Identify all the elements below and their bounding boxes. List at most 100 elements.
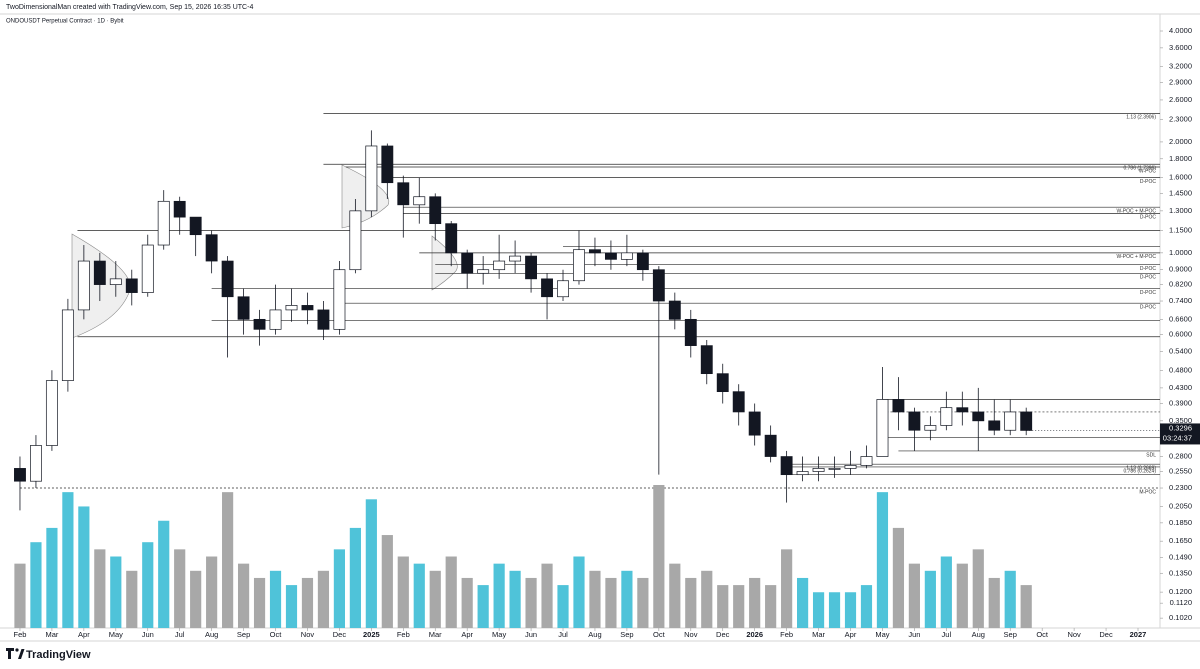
candle-body <box>541 278 553 298</box>
volume-bar <box>110 556 122 628</box>
volume-bar <box>972 549 984 628</box>
volume-bar <box>142 542 154 628</box>
x-tick-label: Mar <box>812 630 825 639</box>
level-label: 0.786 (0.2624) <box>1123 468 1156 474</box>
volume-bar <box>1004 570 1016 628</box>
y-tick-label: 0.7400 <box>1169 296 1192 305</box>
volume-bar <box>924 570 936 628</box>
volume-bar <box>285 585 298 628</box>
candle-body <box>221 260 234 298</box>
candle-body <box>237 296 250 320</box>
level-label: W-POC <box>1139 168 1157 174</box>
candle-body <box>461 252 474 274</box>
candle-body <box>285 305 298 311</box>
x-tick-label: Oct <box>653 630 666 639</box>
candle-body <box>940 407 953 426</box>
candle-body <box>956 407 969 413</box>
level-label: D-POC <box>1140 179 1157 185</box>
y-tick-label: 2.3000 <box>1169 115 1192 124</box>
volume-bar <box>429 570 441 628</box>
volume-bar <box>701 570 713 628</box>
volume-bar <box>62 492 74 628</box>
volume-bar <box>126 570 138 628</box>
x-tick-label: Apr <box>461 630 473 639</box>
x-tick-label: Jun <box>908 630 920 639</box>
candle-body <box>636 252 649 271</box>
x-tick-label: Jul <box>942 630 952 639</box>
x-tick-label: May <box>875 630 889 639</box>
volume-bar <box>988 577 1000 628</box>
candle-body <box>157 200 170 246</box>
candle-body <box>620 252 633 260</box>
x-tick-label: Feb <box>14 630 27 639</box>
y-tick-label: 2.0000 <box>1169 137 1192 146</box>
y-tick-label: 0.3500 <box>1169 416 1192 425</box>
volume-bar <box>892 527 905 628</box>
volume-bar <box>301 577 314 628</box>
candle-body <box>716 373 729 393</box>
candle-body <box>732 391 745 413</box>
volume-bar <box>94 549 106 628</box>
y-tick-label: 0.2550 <box>1169 466 1192 475</box>
credit: TwoDimensionalMan created with TradingVi… <box>6 4 253 11</box>
volume-bar <box>908 563 920 628</box>
x-tick-label: Feb <box>397 630 410 639</box>
volume-bar <box>812 592 825 628</box>
logo-mark <box>6 648 14 659</box>
x-tick-label: Aug <box>205 630 218 639</box>
candle-body <box>30 445 42 482</box>
volume-bar <box>621 570 633 628</box>
candle-body <box>189 216 202 236</box>
candle-body <box>445 223 458 254</box>
y-tick-label: 0.2300 <box>1169 483 1192 492</box>
candle-body <box>700 345 713 375</box>
last-price-label: 0.3296 <box>1169 423 1192 432</box>
candle-body <box>205 234 218 262</box>
volume-bar <box>860 585 873 628</box>
y-tick-label: 0.4800 <box>1169 365 1192 374</box>
x-tick-label: Nov <box>684 630 698 639</box>
candle-body <box>557 280 569 298</box>
level-label: M-POC <box>1139 489 1156 495</box>
x-tick-label: May <box>492 630 506 639</box>
candle-body <box>1004 411 1017 431</box>
x-tick-label: Sep <box>620 630 633 639</box>
candle-body <box>1020 411 1033 431</box>
candle-body <box>333 269 346 330</box>
volume-bar <box>573 556 585 628</box>
volume-bar <box>269 570 282 628</box>
y-tick-label: 0.6600 <box>1169 314 1192 323</box>
y-tick-label: 2.9000 <box>1169 77 1192 86</box>
y-tick-label: 1.3000 <box>1169 206 1192 215</box>
candle-body <box>509 255 522 262</box>
candle-body <box>748 411 761 436</box>
volume-bar <box>669 563 681 628</box>
x-tick-label: Mar <box>429 630 442 639</box>
candle-body <box>125 278 138 293</box>
volume-bar <box>781 549 793 628</box>
volume-bar <box>78 506 90 628</box>
x-tick-label: Sep <box>237 630 250 639</box>
volume-bar <box>844 592 857 628</box>
countdown-label: 03:24:37 <box>1163 433 1192 442</box>
candle-body <box>780 456 793 476</box>
x-tick-label: Nov <box>301 630 315 639</box>
x-tick-label: Dec <box>333 630 347 639</box>
y-tick-label: 0.1850 <box>1169 518 1192 527</box>
y-tick-label: 0.1200 <box>1169 587 1192 596</box>
brand: TradingView <box>26 649 91 661</box>
volume-bar <box>653 485 665 628</box>
volume-bar <box>222 492 234 628</box>
volume-bar <box>493 563 505 628</box>
candle-body <box>109 278 122 285</box>
level-label: D-POC <box>1140 215 1157 221</box>
volume-bar <box>637 577 649 628</box>
x-tick-label: Apr <box>78 630 90 639</box>
candle-body <box>812 468 825 472</box>
x-tick-label: 2027 <box>1130 630 1147 639</box>
y-tick-label: 1.6000 <box>1169 173 1192 182</box>
candle-body <box>349 210 362 271</box>
candle-body <box>876 399 889 457</box>
y-tick-label: 0.1490 <box>1169 552 1192 561</box>
volume-bar <box>940 556 952 628</box>
